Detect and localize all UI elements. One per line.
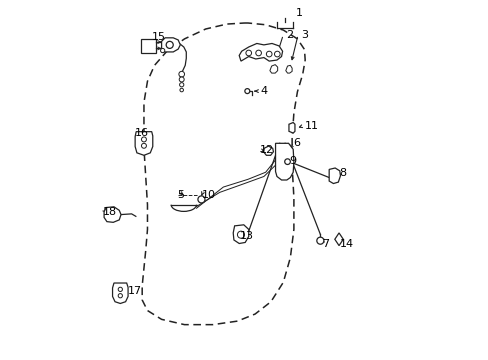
Text: 17: 17 (127, 286, 141, 296)
Circle shape (180, 88, 183, 92)
Polygon shape (275, 143, 293, 180)
Text: 14: 14 (339, 239, 353, 248)
Circle shape (274, 51, 280, 57)
Circle shape (244, 89, 249, 94)
Polygon shape (263, 146, 273, 155)
Circle shape (237, 231, 244, 238)
Circle shape (160, 48, 164, 53)
Circle shape (284, 159, 290, 165)
Circle shape (179, 83, 183, 87)
Polygon shape (285, 66, 291, 73)
Polygon shape (269, 65, 277, 73)
Text: 3: 3 (300, 30, 307, 40)
Text: 9: 9 (289, 156, 296, 166)
Circle shape (179, 71, 184, 77)
Text: 18: 18 (102, 207, 117, 217)
Polygon shape (112, 283, 128, 303)
Text: 13: 13 (240, 231, 254, 241)
Text: 2: 2 (285, 30, 293, 40)
Circle shape (166, 41, 173, 48)
Circle shape (255, 50, 261, 56)
Circle shape (141, 143, 146, 148)
Polygon shape (233, 225, 248, 243)
Circle shape (198, 196, 204, 203)
Text: 15: 15 (152, 32, 166, 42)
Text: 5: 5 (177, 190, 184, 200)
Circle shape (179, 77, 184, 82)
Polygon shape (161, 38, 180, 52)
Circle shape (141, 137, 146, 142)
Polygon shape (288, 122, 294, 133)
Circle shape (118, 294, 122, 298)
Polygon shape (135, 132, 152, 155)
Circle shape (245, 50, 251, 56)
Text: 4: 4 (260, 86, 267, 96)
Polygon shape (239, 44, 282, 61)
Polygon shape (334, 233, 343, 246)
Text: 6: 6 (293, 138, 300, 148)
Text: 7: 7 (322, 239, 328, 248)
Text: 11: 11 (304, 121, 318, 131)
Circle shape (316, 237, 323, 244)
Polygon shape (328, 168, 340, 184)
Circle shape (266, 51, 271, 57)
Text: 16: 16 (134, 129, 148, 139)
Text: 10: 10 (201, 190, 215, 200)
Text: 1: 1 (295, 9, 302, 18)
Text: 8: 8 (338, 168, 346, 178)
Text: 12: 12 (259, 145, 273, 155)
Bar (141, 39, 155, 53)
Circle shape (118, 287, 122, 292)
Polygon shape (104, 207, 121, 222)
